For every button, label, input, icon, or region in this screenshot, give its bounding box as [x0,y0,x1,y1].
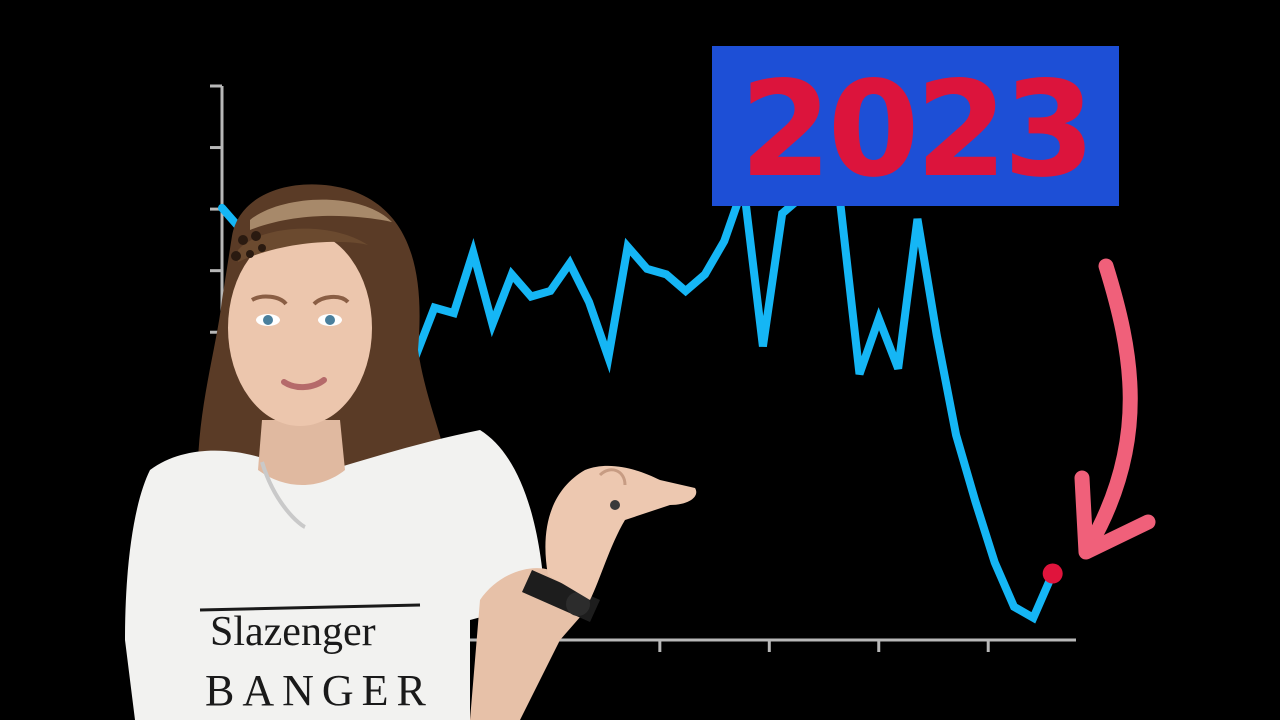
down-arrow [1074,258,1156,560]
series-layer [218,174,1057,624]
end-point-marker [1042,563,1063,584]
year-label: 2023 [739,53,1095,207]
year-label-box: 2023 [712,46,1119,206]
series-line-0 [218,174,1057,624]
